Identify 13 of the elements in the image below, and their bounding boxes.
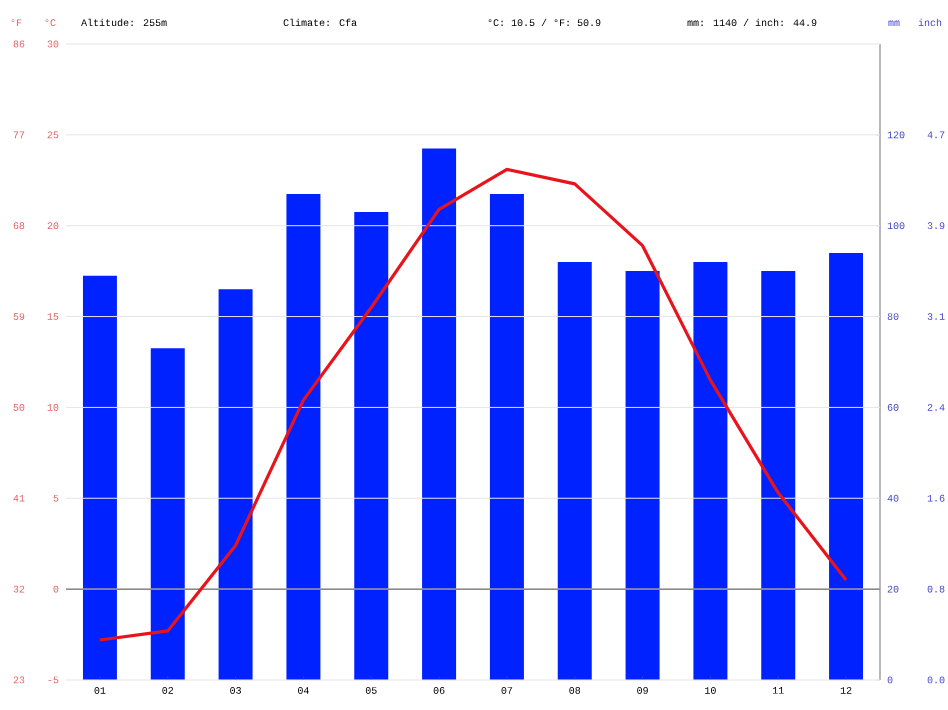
bar [557, 262, 592, 680]
bar [829, 252, 864, 680]
line-series [98, 167, 848, 642]
bar [761, 271, 796, 680]
bar [489, 193, 524, 680]
bar [693, 262, 728, 680]
bar [218, 289, 253, 680]
bar [625, 271, 660, 680]
bar [354, 212, 389, 680]
bar [422, 148, 457, 680]
bar [150, 348, 185, 680]
bar [82, 275, 117, 680]
bar [286, 193, 321, 680]
